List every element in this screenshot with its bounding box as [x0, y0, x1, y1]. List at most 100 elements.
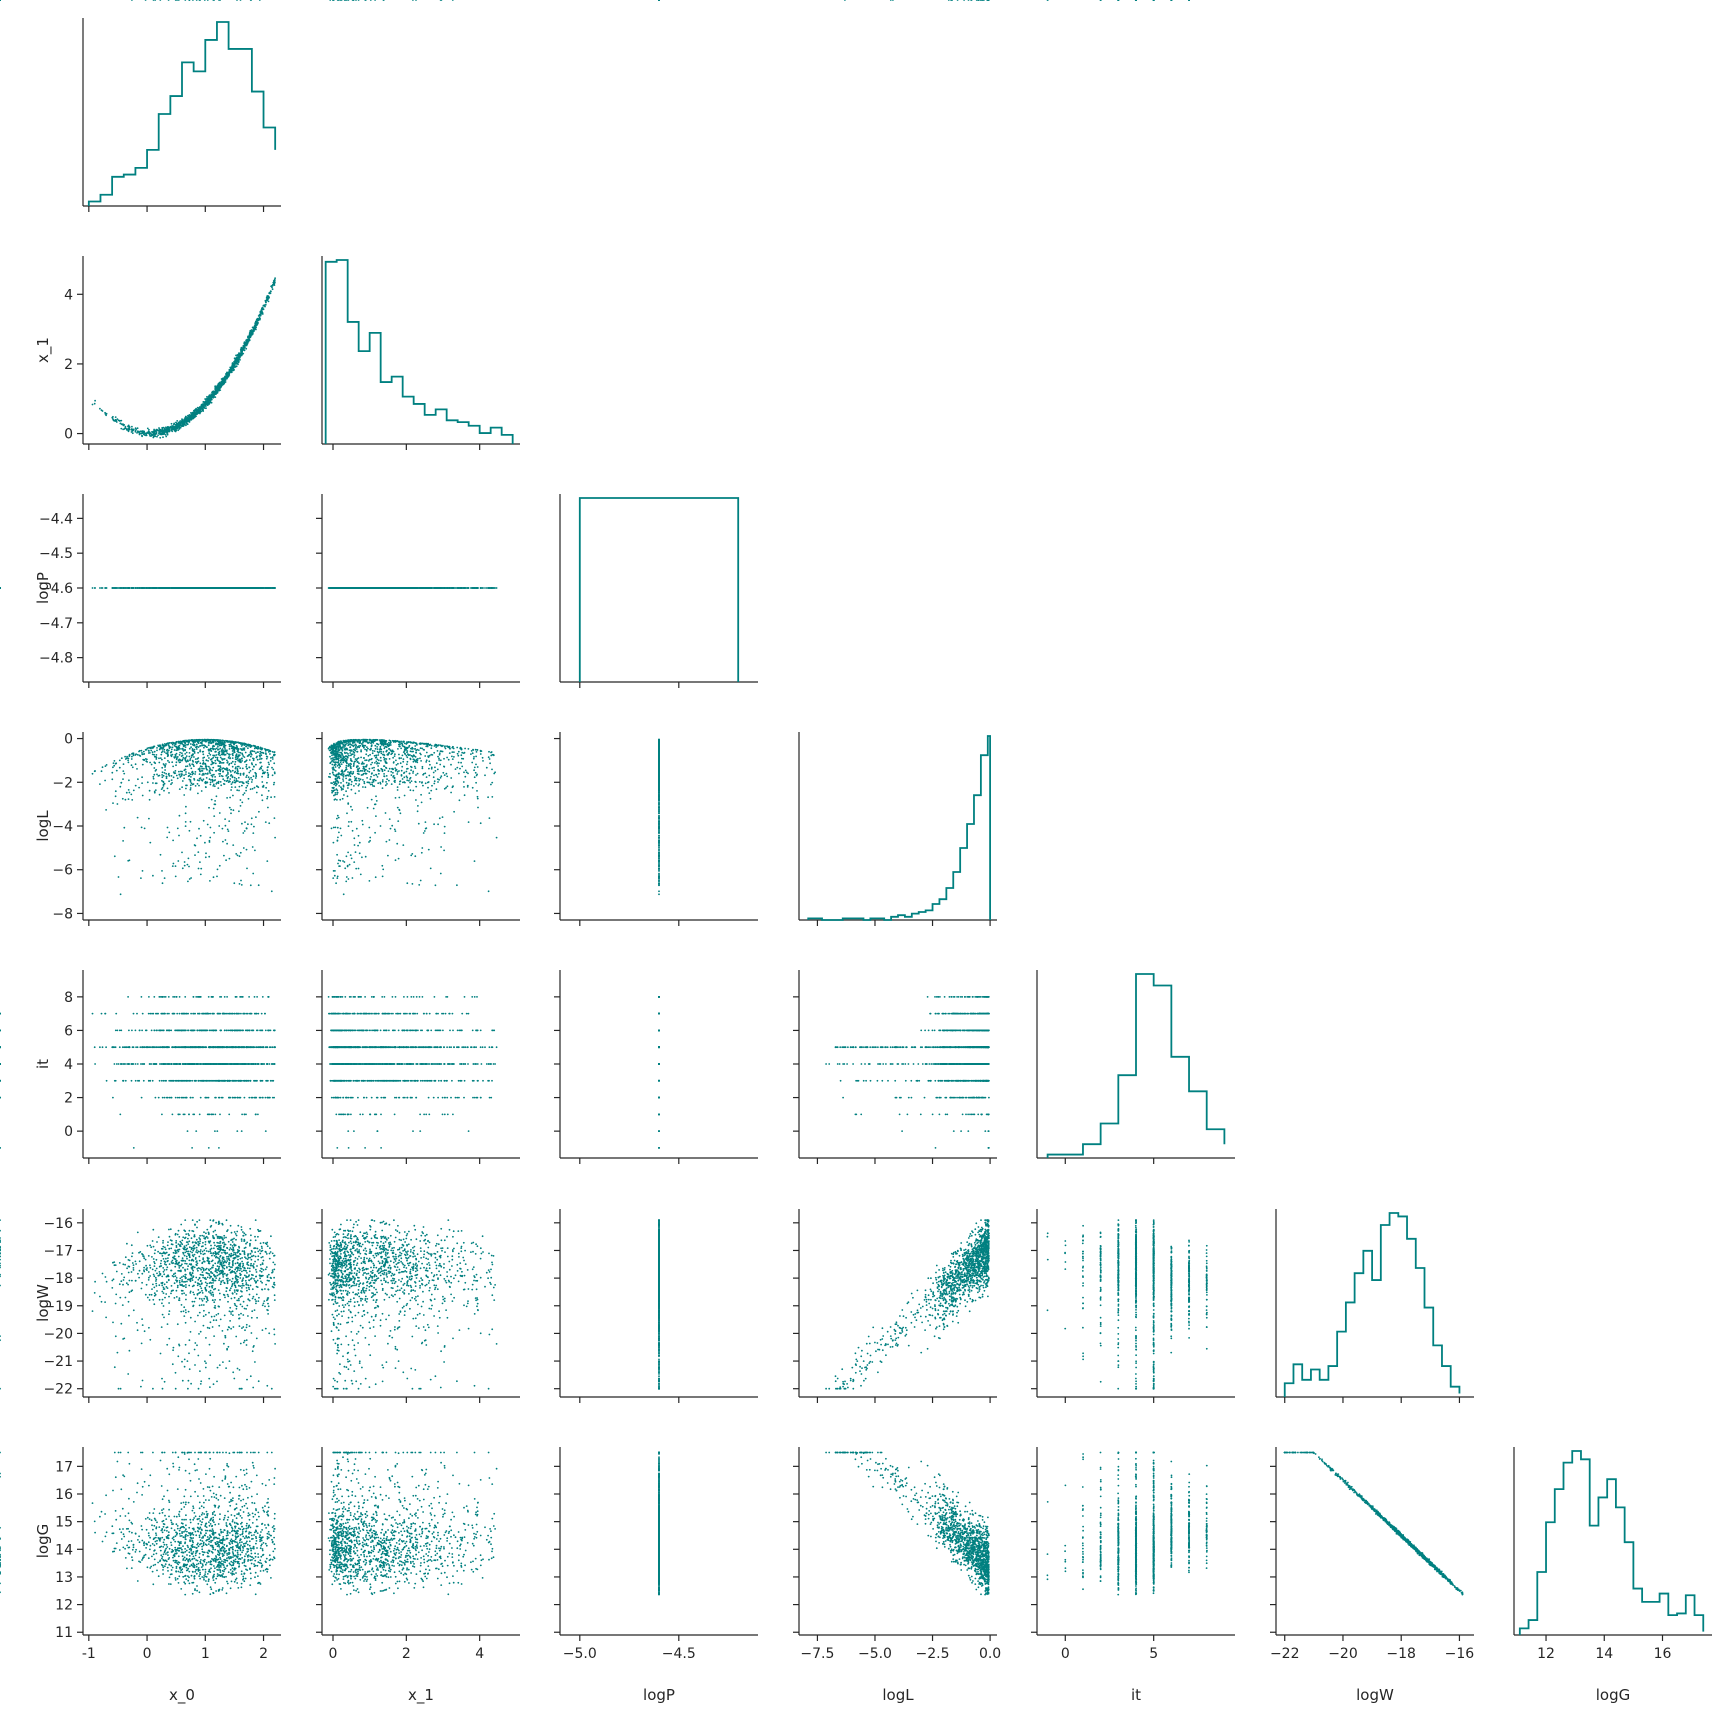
scatter-point [211, 395, 213, 398]
y-tick-label: −4.8 [39, 651, 73, 667]
scatter-point [164, 434, 167, 436]
scatter-point [215, 795, 218, 798]
scatter-point [243, 792, 246, 794]
scatter-point [141, 435, 144, 438]
scatter-point [197, 408, 200, 411]
scatter-point [181, 851, 183, 854]
scatter-point [178, 426, 181, 429]
scatter-point [239, 359, 241, 361]
scatter-point [250, 753, 253, 756]
scatter-point [166, 587, 169, 589]
scatter-point [141, 782, 144, 784]
scatter-point [136, 753, 139, 756]
scatter-point [161, 426, 164, 429]
scatter-point [245, 342, 248, 345]
scatter-point [243, 345, 246, 348]
scatter-point [449, 587, 451, 589]
scatter-point [270, 890, 273, 893]
scatter-point [165, 777, 168, 780]
scatter-point [420, 587, 423, 589]
scatter-point [148, 428, 150, 431]
scatter-point [119, 587, 122, 589]
scatter-point [152, 435, 155, 438]
scatter-point [91, 587, 94, 589]
scatter-point [250, 781, 253, 783]
scatter-point [199, 407, 202, 410]
scatter-point [146, 432, 148, 434]
scatter-point [182, 423, 185, 426]
scatter-point [127, 798, 130, 800]
panel-x_1-vs-x_0: 024 [0, 0, 281, 450]
scatter-point [160, 433, 163, 436]
scatter-point [156, 747, 158, 749]
scatter-point [116, 418, 119, 420]
scatter-point [218, 587, 221, 589]
scatter-point [123, 428, 126, 430]
scatter-point [184, 825, 187, 827]
scatter-point [161, 771, 164, 774]
scatter-point [152, 430, 155, 433]
scatter-point [154, 435, 157, 438]
scatter-point [223, 380, 226, 383]
scatter-point [130, 587, 133, 589]
scatter-point [131, 425, 133, 428]
scatter-point [112, 415, 114, 418]
scatter-point [160, 587, 163, 589]
scatter-point [101, 587, 104, 589]
scatter-point [464, 587, 466, 589]
scatter-point [247, 780, 250, 783]
scatter-point [261, 775, 263, 778]
scatter-point [138, 587, 140, 589]
scatter-point [166, 431, 169, 434]
scatter-point [207, 400, 210, 403]
scatter-point [134, 429, 137, 432]
scatter-point [183, 774, 186, 776]
scatter-point [197, 587, 199, 589]
scatter-point [177, 421, 180, 424]
scatter-point [160, 753, 163, 756]
scatter-point [115, 421, 118, 423]
scatter-point [248, 778, 251, 780]
scatter-point [105, 587, 108, 589]
scatter-point [185, 771, 187, 773]
scatter-point [130, 431, 133, 433]
scatter-point [156, 435, 158, 438]
scatter-point [187, 420, 190, 423]
scatter-point [99, 407, 101, 410]
scatter-point [271, 286, 273, 289]
scatter-point [205, 786, 207, 789]
scatter-point [237, 357, 240, 359]
y-tick-label: −6 [52, 863, 73, 879]
scatter-point [114, 790, 117, 793]
scatter-point [387, 587, 390, 589]
scatter-point [453, 587, 455, 589]
scatter-point [205, 398, 208, 400]
scatter-point [353, 587, 355, 589]
scatter-point [208, 806, 210, 809]
scatter-point [165, 763, 167, 765]
scatter-point [273, 282, 276, 285]
scatter-point [270, 587, 272, 589]
y-tick-label: −4 [52, 819, 73, 835]
scatter-point [249, 770, 252, 772]
scatter-point [256, 587, 259, 589]
scatter-point [372, 587, 375, 589]
scatter-point [261, 307, 264, 309]
scatter-point [124, 425, 127, 428]
scatter-point [194, 758, 197, 760]
scatter-point [189, 587, 192, 589]
scatter-point [151, 431, 153, 433]
scatter-point [214, 756, 217, 759]
scatter-point [252, 587, 255, 589]
scatter-point [245, 776, 248, 778]
scatter-point [249, 334, 252, 337]
scatter-point [93, 402, 96, 405]
scatter-point [155, 432, 158, 435]
scatter-point [264, 299, 267, 302]
scatter-point [416, 587, 419, 589]
scatter-point [377, 587, 380, 589]
scatter-point [94, 399, 96, 402]
scatter-point [271, 288, 274, 291]
scatter-point [112, 587, 114, 589]
scatter-point [203, 767, 205, 770]
